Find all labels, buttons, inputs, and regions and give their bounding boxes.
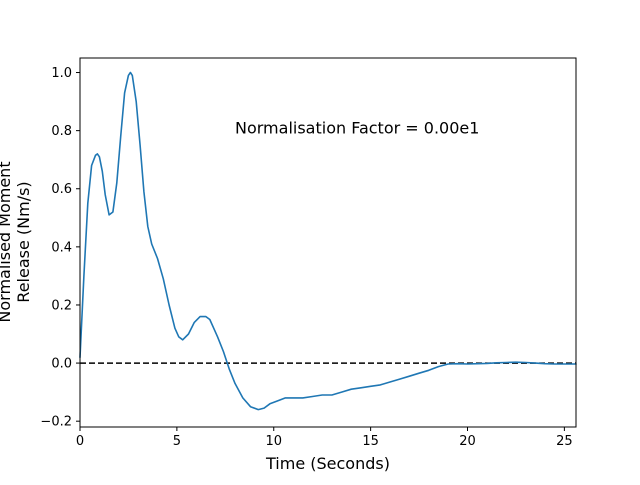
y-tick-label: 0.6: [51, 182, 72, 197]
axis-ticks: 0 5 10 15 20 25 −0.2 0.0 0.2 0.4 0.6 0.8 1.0: [40, 66, 572, 449]
y-tick-label: −0.2: [40, 415, 72, 430]
x-tick-label: 10: [265, 434, 282, 449]
x-tick-label: 0: [76, 434, 84, 449]
series-line-0: [79, 71, 577, 411]
y-tick-label: 0.4: [51, 240, 72, 255]
y-tick-label: 1.0: [51, 66, 72, 81]
x-tick-label: 25: [556, 434, 573, 449]
y-axis-label-line-2: Release (Nm/s): [14, 181, 33, 302]
y-axis-label: Normalised Moment Release (Nm/s): [0, 161, 33, 322]
y-tick-label: 0.8: [51, 124, 72, 139]
x-tick-label: 5: [173, 434, 181, 449]
axes-frame: [79, 57, 577, 428]
x-axis-label: Time (Seconds): [265, 454, 390, 473]
y-tick-label: 0.0: [51, 357, 72, 372]
plot-area: [79, 71, 577, 411]
x-tick-label: 15: [362, 434, 379, 449]
normalisation-annotation: Normalisation Factor = 0.00e1: [235, 119, 479, 138]
y-tick-label: 0.2: [51, 298, 72, 313]
y-axis-label-line-1: Normalised Moment: [0, 161, 14, 322]
x-tick-label: 20: [459, 434, 476, 449]
